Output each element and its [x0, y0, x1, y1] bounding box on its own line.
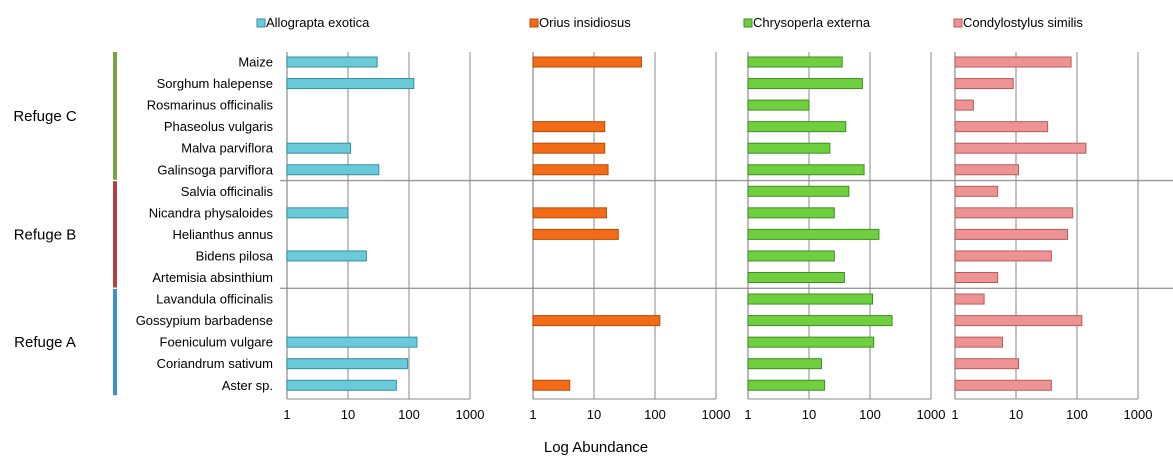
refuge-groups: Refuge C Refuge B Refuge A [13, 52, 117, 396]
legend: Allograpta exotica Orius insidiosus Chryso… [256, 15, 1083, 30]
bar-allograpta-exotica: Sorghum halepense — Allograpta exotica: … [286, 78, 415, 90]
group-label: Refuge C [13, 108, 77, 125]
bar-orius-insidiosus: Nicandra physaloides — Orius insidiosus:… [532, 207, 607, 219]
bar-orius-insidiosus: Maize — Orius insidiosus: 60 [532, 56, 642, 68]
x-tick-label: 1 [283, 407, 290, 422]
group-label: Refuge B [14, 226, 77, 243]
x-tick-label: 100 [644, 407, 666, 422]
bar-chrysoperla-externa: Malva parviflora — Chrysoperla externa: … [747, 142, 831, 154]
bar-chrysoperla-externa: Salvia officinalis — Chrysoperla externa… [747, 185, 850, 197]
x-tick-label: 1 [951, 407, 958, 422]
category-label: Salvia officinalis [181, 184, 274, 199]
x-tick-label: 1000 [917, 407, 946, 422]
x-tick-label: 10 [341, 407, 355, 422]
legend-swatch [743, 18, 753, 28]
bar-condylostylus-similis: Malva parviflora — Condylostylus similis… [954, 142, 1087, 154]
bar-condylostylus-similis: Maize — Condylostylus similis: 80 [954, 56, 1072, 68]
bar-chrysoperla-externa: Maize — Chrysoperla externa: 35 [747, 56, 843, 68]
category-label: Bidens pilosa [196, 248, 274, 263]
legend-swatch [953, 18, 963, 28]
bar-chrysoperla-externa: Sorghum halepense — Chrysoperla externa:… [747, 78, 863, 90]
bar-condylostylus-similis: Coriandrum sativum — Condylostylus simil… [954, 358, 1020, 370]
category-label: Helianthus annus [173, 227, 274, 242]
bar-condylostylus-similis: Lavandula officinalis — Condylostylus si… [954, 293, 985, 305]
category-label: Artemisia absinthium [152, 270, 273, 285]
bar-allograpta-exotica: Maize — Allograpta exotica: 30 [286, 56, 378, 68]
x-tick-label: 10 [1009, 407, 1023, 422]
bar-condylostylus-similis: Rosmarinus officinalis — Condylostylus s… [954, 99, 974, 111]
bar-chrysoperla-externa: Foeniculum vulgare — Chrysoperla externa… [747, 336, 875, 348]
bar-allograpta-exotica: Nicandra physaloides — Allograpta exotic… [286, 207, 349, 219]
bar-chrysoperla-externa: Lavandula officinalis — Chrysoperla exte… [747, 293, 874, 305]
bar-orius-insidiosus: Malva parviflora — Orius insidiosus: 15 [532, 142, 606, 154]
bar-condylostylus-similis: Sorghum halepense — Condylostylus simili… [954, 78, 1014, 90]
category-label: Foeniculum vulgare [160, 335, 273, 350]
bar-orius-insidiosus: Helianthus annus — Orius insidiosus: 25 [532, 228, 619, 240]
legend-swatch [256, 18, 266, 28]
x-tick-label: 1000 [1124, 407, 1153, 422]
bar-condylostylus-similis: Salvia officinalis — Condylostylus simil… [954, 185, 999, 197]
bar-chrysoperla-externa: Bidens pilosa — Chrysoperla externa: 26 [747, 250, 835, 262]
bar-allograpta-exotica: Malva parviflora — Allograpta exotica: 1… [286, 142, 352, 154]
x-tick-label: 100 [859, 407, 881, 422]
legend-entry: Condylostylus similis [963, 15, 1083, 30]
chart-panels: 1 10 100 1000 Maize — Allograpta exotica: 30… [283, 56, 1153, 422]
bar-allograpta-exotica: Foeniculum vulgare — Allograpta exotica:… [286, 336, 418, 348]
bar-condylostylus-similis: Artemisia absinthium — Condylostylus sim… [954, 272, 999, 283]
x-tick-label: 1 [744, 407, 751, 422]
category-label: Gossypium barbadense [136, 313, 273, 328]
x-tick-label: 1 [529, 407, 536, 422]
bar-allograpta-exotica: Bidens pilosa — Allograpta exotica: 20 [286, 250, 367, 262]
x-tick-label: 10 [587, 407, 601, 422]
legend-entry: Chrysoperla externa [753, 15, 871, 30]
category-label: Phaseolus vulgaris [164, 119, 274, 134]
x-tick-label: 100 [1066, 407, 1088, 422]
x-tick-label: 1000 [456, 407, 485, 422]
bar-chrysoperla-externa: Nicandra physaloides — Chrysoperla exter… [747, 207, 835, 219]
category-label: Rosmarinus officinalis [147, 98, 274, 113]
legend-swatch [529, 18, 539, 28]
bar-chrysoperla-externa: Artemisia absinthium — Chrysoperla exter… [747, 272, 845, 283]
bar-chrysoperla-externa: Helianthus annus — Chrysoperla externa: … [747, 228, 880, 240]
bar-condylostylus-similis: Nicandra physaloides — Condylostylus sim… [954, 207, 1074, 219]
category-label: Galinsoga parviflora [157, 162, 273, 177]
bar-chrysoperla-externa: Phaseolus vulgaris — Chrysoperla externa… [747, 121, 847, 133]
x-tick-label: 100 [398, 407, 420, 422]
bar-chrysoperla-externa: Coriandrum sativum — Chrysoperla externa… [747, 358, 822, 370]
category-label: Lavandula officinalis [156, 292, 273, 307]
bar-chrysoperla-externa: Galinsoga parviflora — Chrysoperla exter… [747, 164, 865, 176]
category-label: Coriandrum sativum [157, 356, 273, 371]
category-label: Maize [238, 55, 273, 70]
bar-condylostylus-similis: Foeniculum vulgare — Condylostylus simil… [954, 336, 1003, 348]
bar-allograpta-exotica: Aster sp. — Allograpta exotica: 62 [286, 379, 397, 391]
bar-chrysoperla-externa: Rosmarinus officinalis — Chrysoperla ext… [747, 99, 810, 111]
bar-condylostylus-similis: Bidens pilosa — Condylostylus similis: 3… [954, 250, 1052, 262]
bar-condylostylus-similis: Galinsoga parviflora — Condylostylus sim… [954, 164, 1020, 176]
bar-condylostylus-similis: Phaseolus vulgaris — Condylostylus simil… [954, 121, 1049, 133]
bar-condylostylus-similis: Helianthus annus — Condylostylus similis… [954, 228, 1069, 240]
bar-orius-insidiosus: Galinsoga parviflora — Orius insidiosus:… [532, 164, 609, 176]
category-label: Malva parviflora [181, 141, 274, 156]
bar-chrysoperla-externa: Gossypium barbadense — Chrysoperla exter… [747, 315, 893, 327]
category-labels: Maize Sorghum halepense Rosmarinus officin… [136, 55, 274, 393]
x-tick-label: 1000 [702, 407, 731, 422]
group-label: Refuge A [14, 334, 76, 351]
legend-entry: Orius insidiosus [539, 15, 631, 30]
bar-allograpta-exotica: Galinsoga parviflora — Allograpta exotic… [286, 164, 380, 176]
bar-orius-insidiosus: Phaseolus vulgaris — Orius insidiosus: 1… [532, 121, 606, 133]
category-label: Aster sp. [222, 378, 273, 393]
legend-entry: Allograpta exotica [266, 15, 370, 30]
bar-condylostylus-similis: Gossypium barbadense — Condylostylus sim… [954, 315, 1083, 327]
bar-condylostylus-similis: Aster sp. — Condylostylus similis: 38 [954, 379, 1052, 391]
category-label: Sorghum halepense [157, 76, 273, 91]
x-tick-label: 10 [802, 407, 816, 422]
category-label: Nicandra physaloides [149, 205, 274, 220]
bar-chrysoperla-externa: Aster sp. — Chrysoperla externa: 18 [747, 379, 826, 391]
bar-orius-insidiosus: Gossypium barbadense — Orius insidiosus:… [532, 315, 661, 327]
bar-orius-insidiosus: Aster sp. — Orius insidiosus: 4 [532, 379, 571, 391]
x-axis-label: Log Abundance [544, 439, 648, 456]
bar-allograpta-exotica: Coriandrum sativum — Allograpta exotica:… [286, 358, 409, 370]
